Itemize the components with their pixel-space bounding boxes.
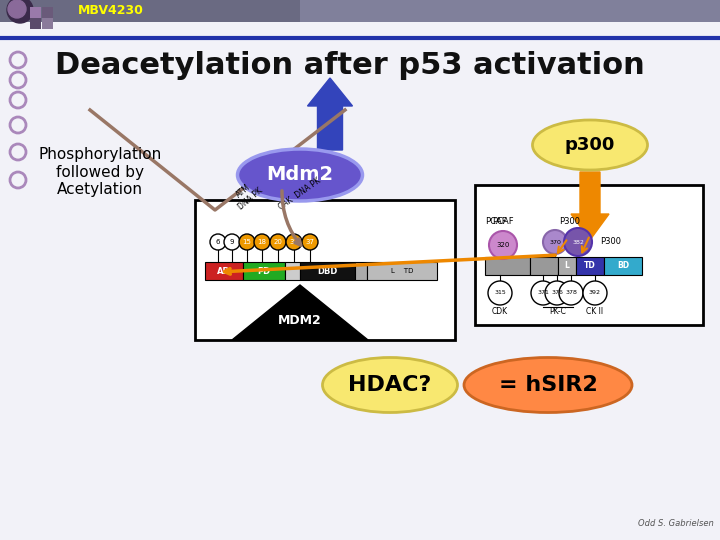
Text: HDAC?: HDAC? bbox=[348, 375, 432, 395]
Circle shape bbox=[564, 228, 592, 256]
Circle shape bbox=[488, 281, 512, 305]
Text: CK II: CK II bbox=[586, 307, 603, 316]
Text: MBV4230: MBV4230 bbox=[78, 4, 144, 17]
Text: 15: 15 bbox=[243, 239, 251, 245]
FancyBboxPatch shape bbox=[42, 18, 53, 29]
Ellipse shape bbox=[533, 120, 647, 170]
Text: AD: AD bbox=[217, 267, 230, 275]
FancyBboxPatch shape bbox=[300, 0, 720, 22]
FancyBboxPatch shape bbox=[205, 262, 243, 280]
Circle shape bbox=[531, 281, 555, 305]
FancyBboxPatch shape bbox=[42, 7, 53, 18]
Circle shape bbox=[545, 281, 569, 305]
Text: CDK: CDK bbox=[492, 307, 508, 316]
FancyBboxPatch shape bbox=[558, 257, 576, 275]
Text: 320: 320 bbox=[496, 242, 510, 248]
Text: p300: p300 bbox=[564, 136, 615, 154]
Text: = hSIR2: = hSIR2 bbox=[499, 375, 598, 395]
FancyBboxPatch shape bbox=[300, 262, 355, 280]
FancyBboxPatch shape bbox=[0, 0, 720, 22]
Text: PD: PD bbox=[258, 267, 271, 275]
FancyBboxPatch shape bbox=[367, 262, 437, 280]
FancyBboxPatch shape bbox=[530, 257, 558, 275]
Text: 20: 20 bbox=[274, 239, 282, 245]
Circle shape bbox=[210, 234, 226, 250]
Text: 6: 6 bbox=[216, 239, 220, 245]
Circle shape bbox=[239, 234, 255, 250]
Text: 378: 378 bbox=[565, 291, 577, 295]
Text: Mdm2: Mdm2 bbox=[266, 165, 333, 185]
Text: ATM
DNA PK: ATM DNA PK bbox=[230, 179, 264, 212]
Text: Deacetylation after p53 activation: Deacetylation after p53 activation bbox=[55, 51, 644, 79]
Circle shape bbox=[270, 234, 286, 250]
Circle shape bbox=[489, 231, 517, 259]
FancyBboxPatch shape bbox=[576, 257, 604, 275]
FancyBboxPatch shape bbox=[604, 257, 642, 275]
Text: 392: 392 bbox=[589, 291, 601, 295]
Text: 18: 18 bbox=[258, 239, 266, 245]
FancyBboxPatch shape bbox=[30, 18, 41, 29]
FancyBboxPatch shape bbox=[475, 185, 703, 325]
Text: CAK  DNA PK: CAK DNA PK bbox=[277, 177, 323, 212]
Circle shape bbox=[543, 230, 567, 254]
FancyBboxPatch shape bbox=[30, 7, 41, 18]
Text: L    TD: L TD bbox=[391, 268, 413, 274]
Ellipse shape bbox=[323, 357, 457, 413]
Circle shape bbox=[224, 234, 240, 250]
Text: Phosphorylation
followed by
Acetylation: Phosphorylation followed by Acetylation bbox=[38, 147, 161, 197]
Text: TD: TD bbox=[584, 261, 596, 271]
Text: 315: 315 bbox=[494, 291, 506, 295]
Text: 371: 371 bbox=[537, 291, 549, 295]
Circle shape bbox=[7, 0, 33, 23]
Text: 370: 370 bbox=[549, 240, 561, 245]
Circle shape bbox=[559, 281, 583, 305]
Circle shape bbox=[254, 234, 270, 250]
FancyBboxPatch shape bbox=[243, 262, 285, 280]
Text: PCAF: PCAF bbox=[492, 218, 514, 226]
FancyBboxPatch shape bbox=[195, 200, 455, 340]
Text: PCAF: PCAF bbox=[485, 218, 507, 226]
Text: 37: 37 bbox=[305, 239, 315, 245]
Circle shape bbox=[302, 234, 318, 250]
Text: PK-C: PK-C bbox=[549, 307, 567, 316]
Ellipse shape bbox=[464, 357, 632, 413]
Text: P300: P300 bbox=[559, 218, 580, 226]
Text: L: L bbox=[564, 261, 570, 271]
FancyBboxPatch shape bbox=[485, 257, 530, 275]
FancyBboxPatch shape bbox=[285, 262, 300, 280]
Text: P300: P300 bbox=[600, 238, 621, 246]
Circle shape bbox=[583, 281, 607, 305]
Text: 33: 33 bbox=[289, 239, 299, 245]
FancyBboxPatch shape bbox=[355, 262, 367, 280]
Text: DBD: DBD bbox=[317, 267, 337, 275]
Text: BD: BD bbox=[617, 261, 629, 271]
Text: Odd S. Gabrielsen: Odd S. Gabrielsen bbox=[638, 519, 714, 528]
Circle shape bbox=[8, 0, 26, 18]
Circle shape bbox=[286, 234, 302, 250]
FancyArrow shape bbox=[571, 172, 609, 240]
Text: 9: 9 bbox=[230, 239, 234, 245]
Polygon shape bbox=[232, 285, 368, 340]
Text: 376: 376 bbox=[551, 291, 563, 295]
FancyArrow shape bbox=[307, 78, 353, 150]
Text: MDM2: MDM2 bbox=[278, 314, 322, 327]
Text: 382: 382 bbox=[572, 240, 584, 245]
Ellipse shape bbox=[238, 149, 362, 201]
